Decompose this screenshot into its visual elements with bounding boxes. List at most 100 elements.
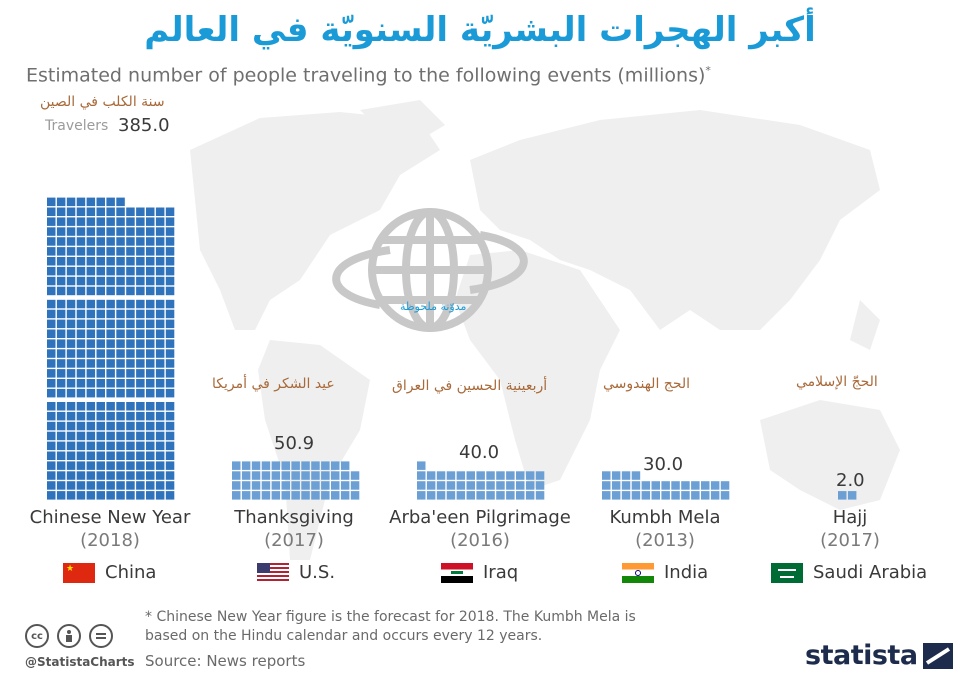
waffle-cell-china bbox=[116, 359, 125, 368]
waffle-cell-us bbox=[281, 491, 290, 500]
waffle-cell-china bbox=[126, 471, 135, 480]
waffle-cell-india bbox=[621, 471, 631, 480]
units-label: Travelers bbox=[45, 118, 109, 134]
waffle-cell-china bbox=[155, 441, 165, 451]
footnote: * Chinese New Year figure is the forecas… bbox=[145, 609, 636, 644]
waffle-cell-china bbox=[66, 266, 76, 276]
waffle-cell-china bbox=[76, 471, 86, 480]
country-name-saudi: Saudi Arabia bbox=[813, 562, 928, 583]
value-label-saudi: 2.0 bbox=[836, 470, 865, 491]
waffle-cell-china bbox=[47, 207, 56, 216]
cc-icon[interactable]: cc bbox=[25, 624, 49, 648]
waffle-cell-us bbox=[340, 461, 350, 470]
waffle-cell-iraq bbox=[516, 491, 525, 500]
waffle-cell-china bbox=[76, 227, 86, 236]
waffle-cell-china bbox=[136, 227, 145, 236]
waffle-cell-iraq bbox=[436, 481, 446, 490]
waffle-cell-china bbox=[66, 369, 76, 378]
waffle-cell-china bbox=[86, 309, 96, 319]
waffle-cell-china bbox=[165, 471, 175, 480]
waffle-cell-china bbox=[106, 286, 115, 296]
waffle-cell-china bbox=[86, 369, 96, 378]
waffle-cell-india bbox=[691, 491, 700, 500]
waffle-cell-china bbox=[126, 247, 135, 256]
waffle-cell-china bbox=[146, 329, 155, 338]
waffle-cell-china bbox=[106, 197, 115, 207]
waffle-cell-china bbox=[155, 299, 165, 309]
waffle-cell-india bbox=[671, 481, 680, 490]
saudi-flag-icon bbox=[771, 562, 803, 583]
waffle-cell-china bbox=[47, 257, 56, 266]
waffle-cell-china bbox=[116, 451, 125, 460]
waffle-cell-china bbox=[126, 411, 135, 421]
social-handle[interactable]: @StatistaCharts bbox=[25, 655, 135, 669]
waffle-cell-china bbox=[86, 286, 96, 296]
waffle-cell-us bbox=[301, 481, 310, 490]
waffle-cell-china bbox=[106, 388, 115, 398]
waffle-cell-china bbox=[76, 286, 86, 296]
nd-icon[interactable] bbox=[89, 624, 113, 648]
waffle-cell-us bbox=[281, 471, 290, 480]
waffle-cell-china bbox=[96, 197, 105, 207]
waffle-cell-india bbox=[691, 481, 700, 490]
waffle-cell-iraq bbox=[446, 491, 456, 500]
waffle-cell-china bbox=[106, 359, 115, 368]
waffle-cell-china bbox=[76, 217, 86, 226]
source: Source: News reports bbox=[145, 652, 306, 670]
waffle-cell-china bbox=[165, 217, 175, 226]
waffle-cell-china bbox=[86, 359, 96, 368]
waffle-cell-china bbox=[136, 349, 145, 358]
waffle-cell-china bbox=[47, 411, 56, 421]
waffle-cell-iraq bbox=[516, 481, 525, 490]
waffle-cell-china bbox=[66, 491, 76, 500]
waffle-cell-china bbox=[106, 329, 115, 338]
statista-logo[interactable]: statista bbox=[805, 640, 953, 671]
waffle-cell-india bbox=[631, 481, 641, 490]
waffle-cell-china bbox=[86, 349, 96, 358]
arabic-label-us: عيد الشكر في أمريكا bbox=[212, 376, 335, 392]
waffle-cell-china bbox=[116, 207, 125, 216]
waffle-cell-china bbox=[126, 299, 135, 309]
waffle-cell-china bbox=[86, 299, 96, 309]
waffle-cell-china bbox=[116, 339, 125, 348]
waffle-cell-china bbox=[126, 402, 135, 411]
waffle-cell-china bbox=[86, 421, 96, 431]
waffle-cell-india bbox=[701, 491, 710, 500]
waffle-cell-us bbox=[271, 481, 281, 490]
waffle-cell-us bbox=[271, 491, 281, 500]
waffle-cell-china bbox=[136, 299, 145, 309]
waffle-cell-china bbox=[56, 217, 66, 226]
waffle-cell-china bbox=[116, 491, 125, 500]
waffle-cell-china bbox=[66, 247, 76, 256]
waffle-cell-china bbox=[155, 286, 165, 296]
waffle-cell-china bbox=[56, 276, 66, 286]
waffle-cell-china bbox=[146, 237, 155, 246]
waffle-cell-china bbox=[126, 217, 135, 226]
waffle-cell-india bbox=[611, 471, 621, 480]
waffle-cell-china bbox=[155, 349, 165, 358]
waffle-cell-china bbox=[66, 481, 76, 490]
waffle-cell-china bbox=[96, 379, 105, 388]
waffle-cell-iraq bbox=[535, 481, 545, 490]
waffle-cell-china bbox=[47, 491, 56, 500]
waffle-cell-china bbox=[126, 431, 135, 441]
waffle-cell-china bbox=[56, 339, 66, 348]
waffle-cell-china bbox=[106, 349, 115, 358]
waffle-cell-china bbox=[155, 319, 165, 329]
waffle-cell-china bbox=[136, 431, 145, 441]
waffle-cell-china bbox=[56, 441, 66, 451]
waffle-cell-us bbox=[311, 491, 320, 500]
waffle-cell-china bbox=[76, 481, 86, 490]
waffle-cell-china bbox=[116, 421, 125, 431]
waffle-cell-china bbox=[86, 402, 96, 411]
waffle-cell-china bbox=[66, 461, 76, 470]
waffle-cell-china bbox=[76, 319, 86, 329]
waffle-cell-china bbox=[106, 411, 115, 421]
by-icon[interactable] bbox=[57, 624, 81, 648]
waffle-cell-china bbox=[116, 471, 125, 480]
waffle-cell-iraq bbox=[496, 471, 505, 480]
waffle-cell-china bbox=[146, 471, 155, 480]
waffle-cell-china bbox=[116, 402, 125, 411]
waffle-cell-iraq bbox=[417, 491, 426, 500]
